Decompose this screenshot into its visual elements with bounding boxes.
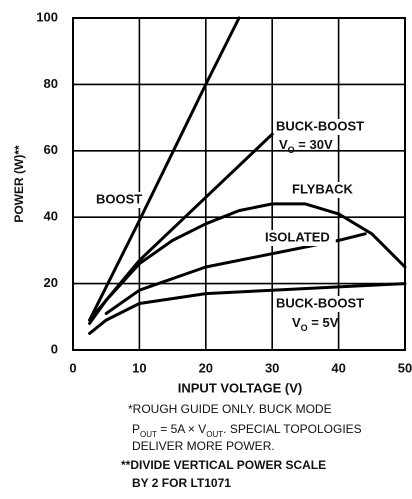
y-tick-label: 20 [44,275,58,290]
footnote-part: = 5A × V [157,422,206,436]
curve-label: BOOST [96,191,142,206]
label-bg [263,230,336,246]
label-bg [94,192,141,208]
footnote-part: P [132,422,140,436]
x-tick-label: 30 [265,360,279,375]
x-tick-label: 50 [398,360,412,375]
x-tick-label: 0 [69,360,76,375]
label-part: O [288,145,295,155]
footnote: POUT = 5A × VOUT. SPECIAL TOPOLOGIES [132,422,362,438]
y-axis-label: POWER (W)** [12,145,26,223]
footnote: BY 2 FOR LT1071 [132,476,231,490]
curve-label: BUCK-BOOST [276,295,364,310]
label-part: V [279,137,288,152]
y-tick-label: 100 [36,9,58,24]
curve [104,232,367,315]
curve-label: BUCK-BOOST [276,118,364,133]
y-tick-label: 80 [44,76,58,91]
curve-sublabel: VO = 30V [279,137,333,155]
label-bg [290,182,355,198]
footnote: DELIVER MORE POWER. [132,439,275,453]
y-tick-label: 60 [44,142,58,157]
curve-sublabel: VO = 5V [292,315,339,333]
y-tick-label: 40 [44,209,58,224]
x-tick-label: 40 [331,360,345,375]
label-bg [274,296,364,312]
curve [88,282,407,335]
label-part: V [292,315,301,330]
footnote: *ROUGH GUIDE ONLY. BUCK MODE [128,402,332,416]
curve [88,202,407,325]
footnote-part: . SPECIAL TOPOLOGIES [223,422,362,436]
x-axis-label: INPUT VOLTAGE (V) [178,380,302,395]
curve [88,16,241,322]
y-tick-label: 0 [51,341,58,356]
label-part: = 5V [308,315,339,330]
label-part: = 30V [295,137,333,152]
label-bg [274,119,364,135]
x-tick-label: 20 [199,360,213,375]
x-tick-label: 10 [132,360,146,375]
footnote-part: OUT [140,430,157,439]
footnote-part: OUT [206,430,223,439]
footnote: **DIVIDE VERTICAL POWER SCALE [121,458,326,472]
label-part: O [301,323,308,333]
curve-label: ISOLATED [265,229,330,244]
curve-label: FLYBACK [292,181,354,196]
